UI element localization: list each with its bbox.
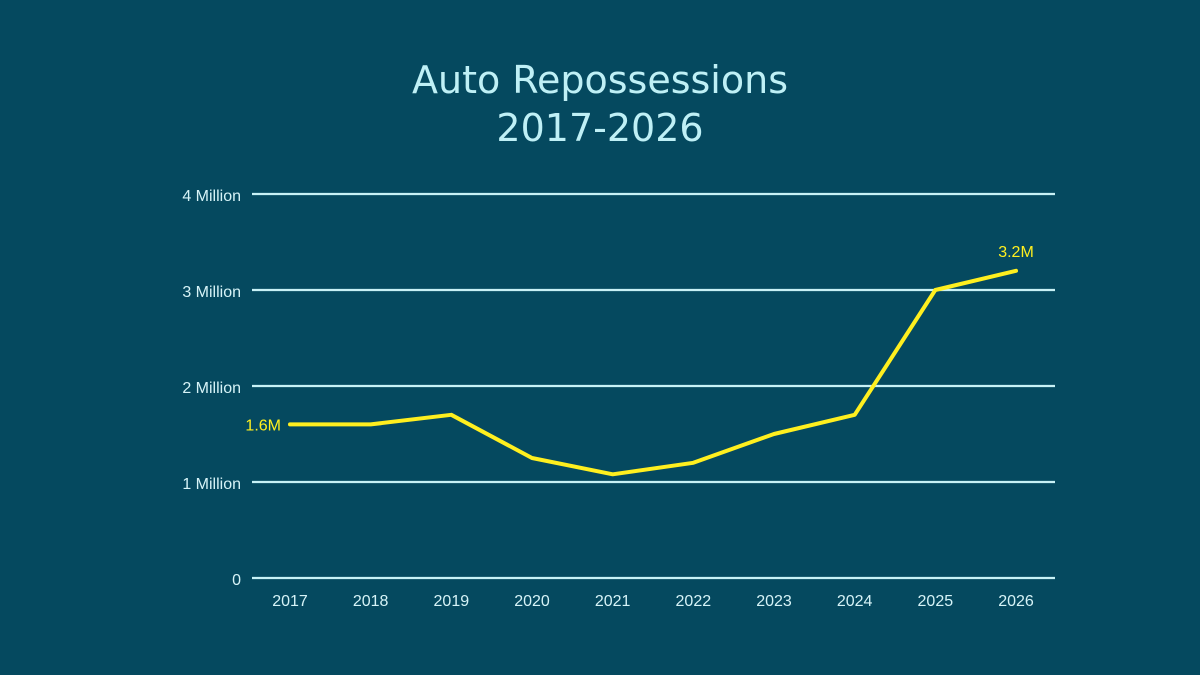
y-tick-label: 2 Million xyxy=(182,380,241,397)
x-tick-label: 2020 xyxy=(514,593,550,610)
y-tick-label: 3 Million xyxy=(182,284,241,301)
series-lines xyxy=(288,268,1018,477)
x-tick-label: 2022 xyxy=(676,593,712,610)
chart-title-line-2: 2017-2026 xyxy=(496,106,704,150)
data-labels: 1.6M 3.2M xyxy=(245,244,1033,435)
x-axis-ticks: 2017 2018 2019 2020 2021 2022 2023 2024 2025 2026 xyxy=(272,593,1034,610)
x-tick-label: 2019 xyxy=(434,593,470,610)
x-tick-label: 2018 xyxy=(353,593,389,610)
gridlines xyxy=(252,192,1055,580)
x-tick-label: 2021 xyxy=(595,593,631,610)
y-tick-label: 4 Million xyxy=(182,188,241,205)
data-label: 1.6M xyxy=(245,417,281,434)
chart-title-line-1: Auto Repossessions xyxy=(411,58,788,102)
x-tick-label: 2024 xyxy=(837,593,873,610)
y-tick-label: 0 xyxy=(232,572,241,589)
y-tick-label: 1 Million xyxy=(182,476,241,493)
x-tick-label: 2017 xyxy=(272,593,308,610)
chart-title: Auto Repossessions 2017-2026 xyxy=(0,56,1200,152)
series-line xyxy=(288,268,1018,477)
data-label: 3.2M xyxy=(998,244,1034,261)
x-tick-label: 2025 xyxy=(918,593,954,610)
x-tick-label: 2023 xyxy=(756,593,792,610)
x-tick-label: 2026 xyxy=(998,593,1034,610)
y-axis-ticks: 0 1 Million 2 Million 3 Million 4 Million xyxy=(182,188,241,589)
